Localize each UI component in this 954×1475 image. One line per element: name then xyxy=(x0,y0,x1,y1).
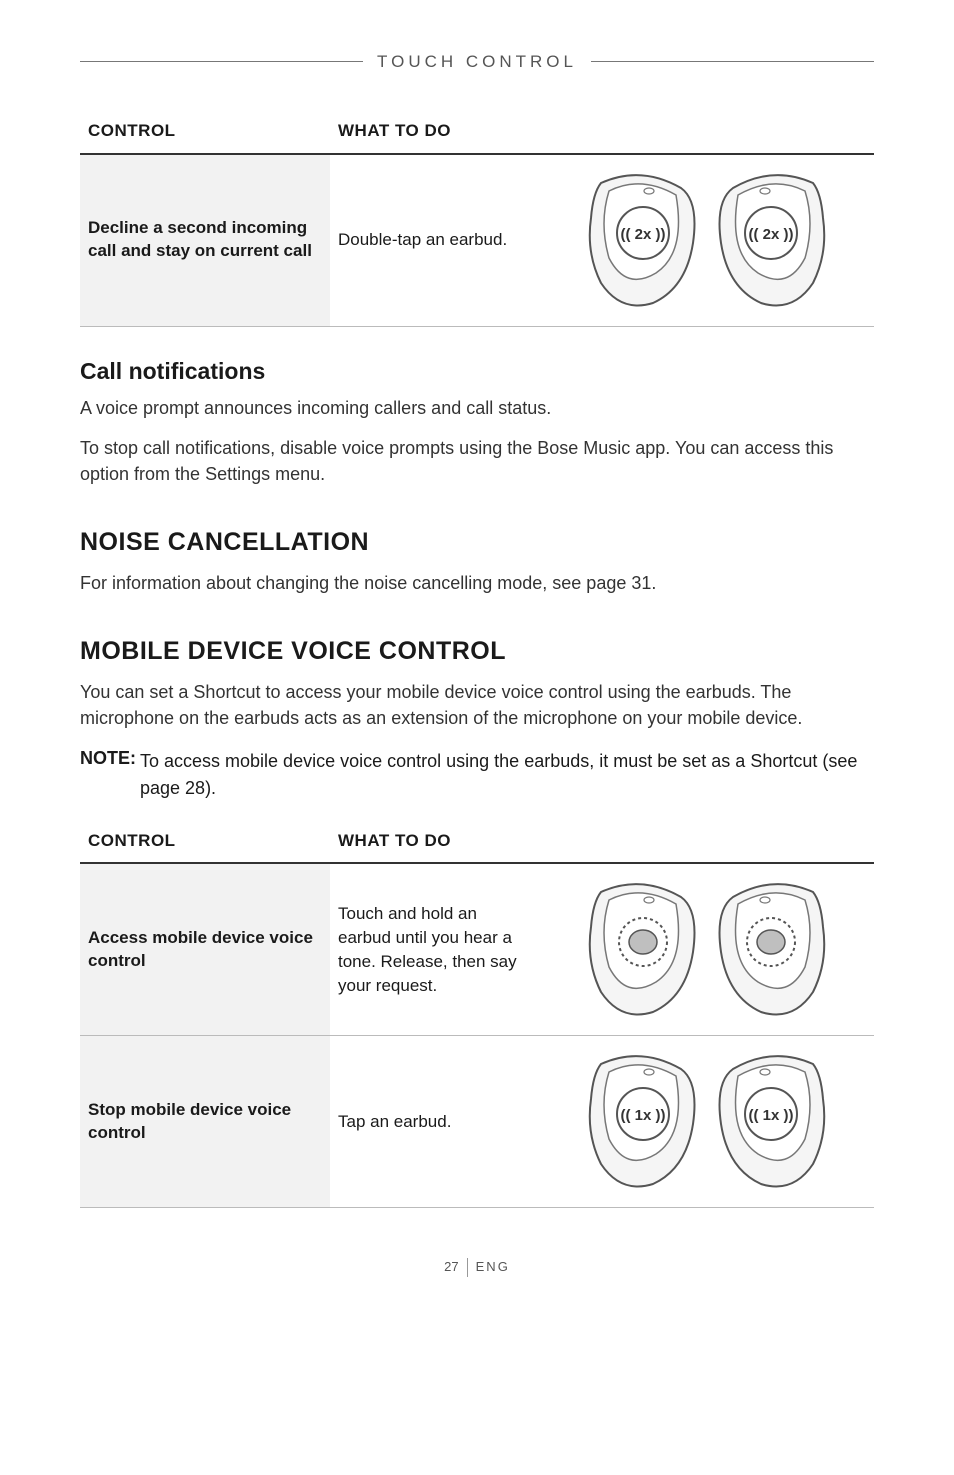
note-body: To access mobile device voice control us… xyxy=(80,748,874,800)
action-text: Touch and hold an earbud until you hear … xyxy=(330,863,540,1036)
svg-text:(( 1x )): (( 1x )) xyxy=(621,1107,666,1124)
control-label: Access mobile device voice control xyxy=(80,863,330,1036)
rule-right xyxy=(591,61,874,62)
page-lang: ENG xyxy=(476,1259,510,1274)
note-label: NOTE: xyxy=(80,748,136,768)
noise-cancellation-heading: NOISE CANCELLATION xyxy=(80,525,874,560)
call-notifications-p1: A voice prompt announces incoming caller… xyxy=(80,395,874,421)
mobile-voice-heading: MOBILE DEVICE VOICE CONTROL xyxy=(80,634,874,669)
table-row: Access mobile device voice control Touch… xyxy=(80,863,874,1036)
col-whattodo: WHAT TO DO xyxy=(330,819,874,864)
mobile-voice-p1: You can set a Shortcut to access your mo… xyxy=(80,679,874,731)
svg-text:(( 2x )): (( 2x )) xyxy=(621,226,666,243)
noise-cancellation-p1: For information about changing the noise… xyxy=(80,570,874,596)
earbud-left-hold-icon xyxy=(581,882,701,1017)
control-table-2: CONTROL WHAT TO DO Access mobile device … xyxy=(80,819,874,1209)
call-notifications-p2: To stop call notifications, disable voic… xyxy=(80,435,874,487)
earbud-right-1x-icon: (( 1x )) xyxy=(713,1054,833,1189)
earbud-pair-1x: (( 1x )) (( 1x )) xyxy=(548,1044,866,1199)
svg-text:(( 2x )): (( 2x )) xyxy=(749,226,794,243)
earbud-left-icon: (( 2x )) xyxy=(581,173,701,308)
rule-left xyxy=(80,61,363,62)
earbud-illustration-cell: (( 2x )) (( 2x )) xyxy=(540,154,874,327)
table-row: Stop mobile device voice control Tap an … xyxy=(80,1036,874,1208)
page-number: 27 xyxy=(444,1258,467,1276)
earbud-right-hold-icon xyxy=(713,882,833,1017)
section-header: TOUCH CONTROL xyxy=(80,50,874,74)
col-whattodo: WHAT TO DO xyxy=(330,109,874,154)
earbud-illustration-cell: (( 1x )) (( 1x )) xyxy=(540,1036,874,1208)
mobile-voice-note: NOTE: To access mobile device voice cont… xyxy=(80,745,874,800)
earbud-right-icon: (( 2x )) xyxy=(713,173,833,308)
earbud-pair-2x: (( 2x )) (( 2x )) xyxy=(548,163,866,318)
col-control: CONTROL xyxy=(80,109,330,154)
svg-text:(( 1x )): (( 1x )) xyxy=(749,1107,794,1124)
action-text: Double-tap an earbud. xyxy=(330,154,540,327)
control-label: Decline a second incoming call and stay … xyxy=(80,154,330,327)
control-label: Stop mobile device voice control xyxy=(80,1036,330,1208)
control-table-1: CONTROL WHAT TO DO Decline a second inco… xyxy=(80,109,874,327)
earbud-illustration-cell xyxy=(540,863,874,1036)
action-text: Tap an earbud. xyxy=(330,1036,540,1208)
col-control: CONTROL xyxy=(80,819,330,864)
earbud-pair-hold xyxy=(548,872,866,1027)
earbud-left-1x-icon: (( 1x )) xyxy=(581,1054,701,1189)
section-title: TOUCH CONTROL xyxy=(363,50,591,74)
table-row: Decline a second incoming call and stay … xyxy=(80,154,874,327)
call-notifications-heading: Call notifications xyxy=(80,355,874,387)
page-footer: 27 ENG xyxy=(80,1258,874,1276)
